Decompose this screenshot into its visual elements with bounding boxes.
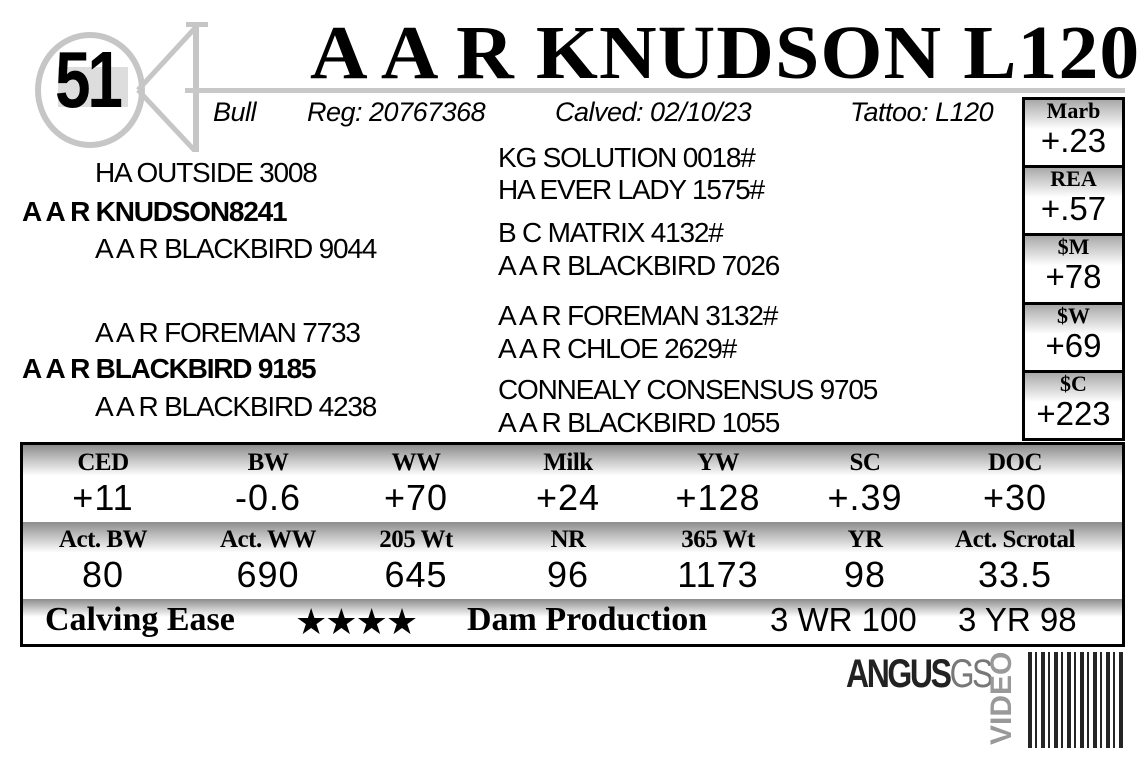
sire-dam: A A R BLACKBIRD 9044 (95, 233, 377, 264)
lot-number: 51 (55, 35, 123, 124)
stat-milk: Milk +24 (488, 448, 648, 518)
label: Marb (1046, 98, 1101, 123)
index-c: $C +223 (1025, 369, 1122, 438)
value: +.57 (1040, 190, 1107, 228)
label: Act. WW (219, 526, 317, 553)
calving-ease-label: Calving Ease (45, 601, 235, 638)
stat-doc: DOC +30 (935, 448, 1095, 518)
calved-date: Calved: 02/10/23 (555, 97, 752, 127)
value: +30 (982, 477, 1048, 518)
value: 1173 (677, 554, 759, 595)
label: Act. BW (58, 526, 148, 553)
value-indexes-panel: Marb +.23 REA +.57 $M +78 $W +69 $C +223 (1022, 97, 1125, 441)
value: 80 (81, 554, 125, 595)
value: +223 (1036, 394, 1111, 432)
stat-365-wt: 365 Wt 1173 (638, 525, 798, 595)
value: 690 (236, 554, 300, 595)
ancestor: HA EVER LADY 1575# (498, 174, 765, 205)
label: WW (391, 449, 442, 476)
video-label: VIDEO (985, 651, 1018, 745)
value: +78 (1045, 258, 1102, 296)
stat-act-scrotal: Act. Scrotal 33.5 (935, 525, 1095, 595)
index-m: $M +78 (1025, 233, 1122, 302)
label: 205 Wt (379, 526, 453, 553)
dam: A A R BLACKBIRD 9185 (22, 353, 317, 384)
ancestor: A A R CHLOE 2629# (498, 333, 737, 364)
dam-production-label: Dam Production (467, 601, 708, 638)
label: $C (1060, 370, 1087, 396)
index-w: $W +69 (1025, 301, 1122, 370)
ancestor: A A R BLACKBIRD 7026 (498, 250, 780, 281)
epd-rea: REA +.57 (1025, 165, 1122, 234)
label: YR (847, 526, 883, 553)
registration: Reg: 20767368 (307, 97, 486, 127)
label: Milk (543, 449, 593, 476)
stat-ww: WW +70 (336, 448, 496, 518)
value: +128 (675, 477, 761, 518)
value: 98 (843, 554, 887, 595)
video-qr-code[interactable] (1028, 652, 1126, 748)
dam-wr: 3 WR 100 (770, 601, 917, 638)
label: YW (696, 449, 740, 476)
ancestor: B C MATRIX 4132# (498, 217, 724, 248)
sire-sire: HA OUTSIDE 3008 (95, 157, 318, 188)
value: +69 (1045, 326, 1102, 364)
sire: A A R KNUDSON8241 (22, 196, 288, 227)
stat-sc: SC +.39 (785, 448, 945, 518)
calving-dam-row: Calving Ease ★★★★ Dam Production 3 WR 10… (23, 599, 1122, 644)
stat-nr: NR 96 (488, 525, 648, 595)
value: 33.5 (977, 554, 1053, 595)
dam-sire: A A R FOREMAN 7733 (95, 317, 361, 348)
label: 365 Wt (681, 526, 755, 553)
value: +11 (72, 477, 134, 518)
actuals-row: Act. BW 80 Act. WW 690 205 Wt 645 NR 96 365 Wt 11… (23, 522, 1122, 599)
label: DOC (987, 449, 1043, 476)
value: -0.6 (234, 477, 302, 518)
dam-dam: A A R BLACKBIRD 4238 (95, 391, 377, 422)
ancestor: CONNEALY CONSENSUS 9705 (498, 374, 878, 405)
label: BW (247, 449, 289, 476)
label: SC (849, 449, 881, 476)
label: CED (77, 449, 129, 476)
stat-bw: BW -0.6 (188, 448, 348, 518)
value: +70 (383, 477, 449, 518)
header-divider (185, 88, 1125, 93)
tattoo: Tattoo: L120 (850, 97, 994, 127)
ancestor: KG SOLUTION 0018# (498, 142, 756, 173)
label: NR (550, 526, 586, 553)
epd-marb: Marb +.23 (1025, 97, 1122, 166)
label: REA (1050, 166, 1097, 192)
animal-name: A A R KNUDSON L120 (310, 11, 1141, 95)
animal-type: Bull (213, 97, 257, 127)
angus-gs-logo: ANGUSGS (846, 652, 993, 696)
dam-yr: 3 YR 98 (958, 601, 1077, 638)
value: 645 (384, 554, 448, 595)
label: $W (1057, 302, 1090, 328)
farm-logo (35, 22, 208, 152)
value: +24 (535, 477, 601, 518)
performance-table: CED +11 BW -0.6 WW +70 Milk +24 YW +128 SC +.39 DOC +… (20, 442, 1125, 647)
stat-act-ww: Act. WW 690 (188, 525, 348, 595)
value: +.39 (827, 477, 903, 518)
label: Act. Scrotal (955, 526, 1075, 553)
value: +.23 (1040, 122, 1107, 159)
ancestor: A A R BLACKBIRD 1055 (498, 407, 780, 438)
calving-ease-stars: ★★★★ (295, 601, 418, 642)
stat-yr: YR 98 (785, 525, 945, 595)
stat-205-wt: 205 Wt 645 (336, 525, 496, 595)
value: 96 (546, 554, 590, 595)
stat-ced: CED +11 (23, 448, 183, 518)
ancestor: A A R FOREMAN 3132# (498, 300, 778, 331)
stat-yw: YW +128 (638, 448, 798, 518)
label: $M (1057, 234, 1090, 260)
stat-act-bw: Act. BW 80 (23, 525, 183, 595)
epd-row: CED +11 BW -0.6 WW +70 Milk +24 YW +128 SC +.39 DOC +… (23, 445, 1122, 522)
